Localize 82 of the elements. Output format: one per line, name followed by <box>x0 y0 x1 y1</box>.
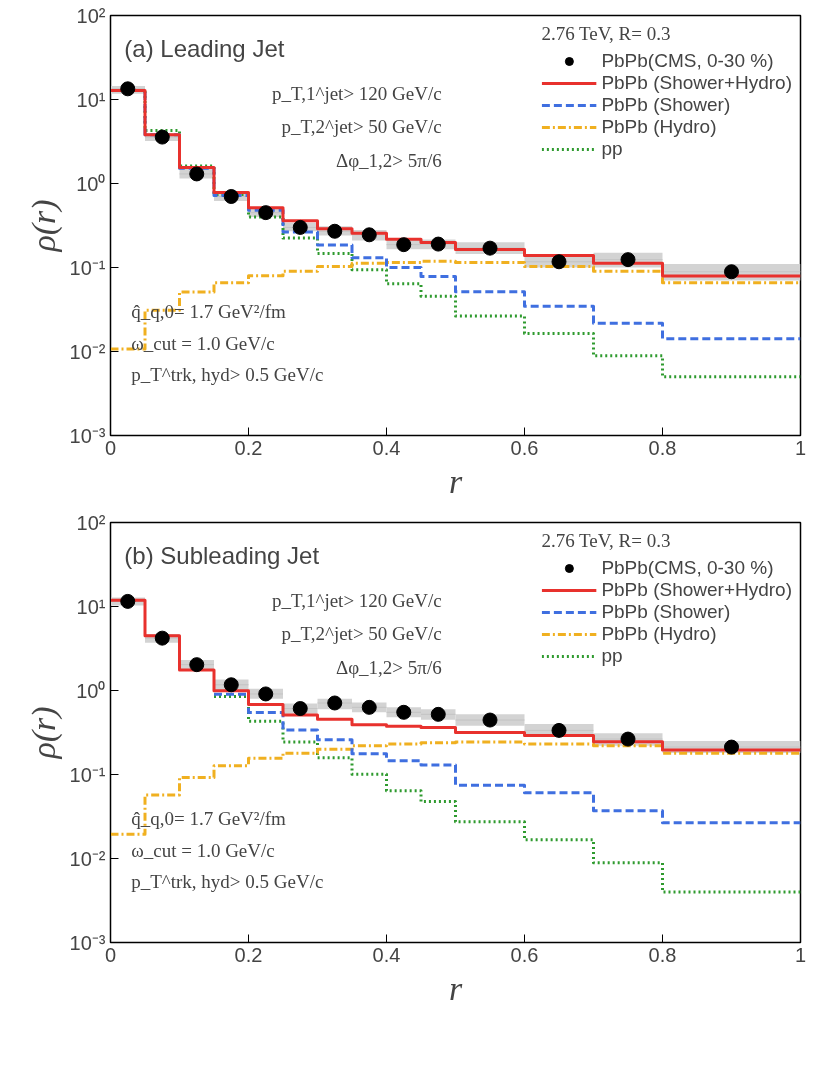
y-tick-label: 10¹ <box>76 88 106 111</box>
legend-label: PbPb (Shower+Hydro) <box>601 579 792 601</box>
point <box>154 129 170 145</box>
y-tick-label: 10⁻² <box>69 340 106 363</box>
point <box>620 252 636 268</box>
point <box>258 205 274 221</box>
annotation: p_T,2^jet> 50 GeV/c <box>281 623 442 645</box>
y-tick-label: 10⁻³ <box>69 424 106 447</box>
point <box>189 657 205 673</box>
x-tick-label: 0.6 <box>510 943 539 966</box>
legend-label: PbPb(CMS, 0-30 %) <box>601 50 774 72</box>
point <box>396 237 412 253</box>
annotation: p_T,1^jet> 120 GeV/c <box>272 82 442 104</box>
y-tick-label: 10⁻² <box>69 847 106 870</box>
annotation: p_T^trk, hyd> 0.5 GeV/c <box>131 871 324 893</box>
point <box>482 240 498 256</box>
point <box>327 223 343 239</box>
y-tick-label: 10⁰ <box>76 172 106 195</box>
annotation: ω_cut = 1.0 GeV/c <box>131 839 275 861</box>
point <box>223 677 239 693</box>
y-tick-label: 10⁰ <box>76 679 106 702</box>
legend-label: PbPb (Hydro) <box>601 116 717 138</box>
point <box>620 731 636 747</box>
point <box>189 166 205 182</box>
point <box>396 704 412 720</box>
x-tick-label: 1 <box>794 436 807 459</box>
point <box>258 686 274 702</box>
annotation: Δφ_1,2> 5π/6 <box>335 656 442 678</box>
x-axis-title: r <box>448 969 463 1007</box>
x-tick-label: 0.2 <box>234 943 263 966</box>
legend-label: PbPb (Shower+Hydro) <box>601 72 792 94</box>
point <box>361 227 377 243</box>
legend-label: PbPb (Hydro) <box>601 623 717 645</box>
legend-title: 2.76 TeV, R= 0.3 <box>541 530 672 552</box>
point <box>430 236 446 252</box>
point <box>724 264 739 280</box>
x-tick-label: 0.8 <box>648 436 677 459</box>
point <box>292 701 308 717</box>
point <box>482 712 498 728</box>
point <box>223 189 239 204</box>
legend-label: pp <box>601 138 623 160</box>
annotation: Δφ_1,2> 5π/6 <box>335 149 442 171</box>
legend-label: PbPb(CMS, 0-30 %) <box>601 557 774 579</box>
point <box>551 722 567 738</box>
point <box>120 81 136 97</box>
point <box>430 706 446 722</box>
text: (b) Subleading Jet <box>124 541 320 569</box>
legend-title: 2.76 TeV, R= 0.3 <box>541 23 672 45</box>
x-tick-label: 0.4 <box>372 436 401 459</box>
annotation: p_T,2^jet> 50 GeV/c <box>281 116 442 138</box>
annotation: q̂_q,0= 1.7 GeV²/fm <box>131 301 287 323</box>
annotation: q̂_q,0= 1.7 GeV²/fm <box>131 808 287 830</box>
x-tick-label: 0.4 <box>372 943 401 966</box>
legend-label: pp <box>601 645 623 667</box>
y-axis-title: ρ(r) <box>24 199 63 253</box>
point <box>120 593 136 609</box>
y-tick-label: 10¹ <box>76 595 106 618</box>
annotation: p_T^trk, hyd> 0.5 GeV/c <box>131 364 324 386</box>
point <box>551 254 567 270</box>
point <box>154 630 170 646</box>
point <box>361 699 377 715</box>
point <box>292 219 308 235</box>
x-tick-label: 0.2 <box>234 436 263 459</box>
y-tick-label: 10⁻¹ <box>69 763 106 786</box>
x-axis-title: r <box>448 462 463 500</box>
y-axis-title: ρ(r) <box>24 706 63 760</box>
point <box>327 695 343 711</box>
x-tick-label: 0 <box>104 436 117 459</box>
y-tick-label: 10² <box>76 511 106 534</box>
legend-label: PbPb (Shower) <box>601 601 731 623</box>
point <box>724 739 739 755</box>
y-tick-label: 10⁻¹ <box>69 256 106 279</box>
y-tick-label: 10² <box>76 4 106 27</box>
legend-label: PbPb (Shower) <box>601 94 731 116</box>
annotation: ω_cut = 1.0 GeV/c <box>131 332 275 354</box>
x-tick-label: 0 <box>104 943 117 966</box>
x-tick-label: 0.6 <box>510 436 539 459</box>
text: (a) Leading Jet <box>124 34 285 62</box>
y-tick-label: 10⁻³ <box>69 931 106 954</box>
annotation: p_T,1^jet> 120 GeV/c <box>272 589 442 611</box>
x-tick-label: 0.8 <box>648 943 677 966</box>
x-tick-label: 1 <box>794 943 807 966</box>
